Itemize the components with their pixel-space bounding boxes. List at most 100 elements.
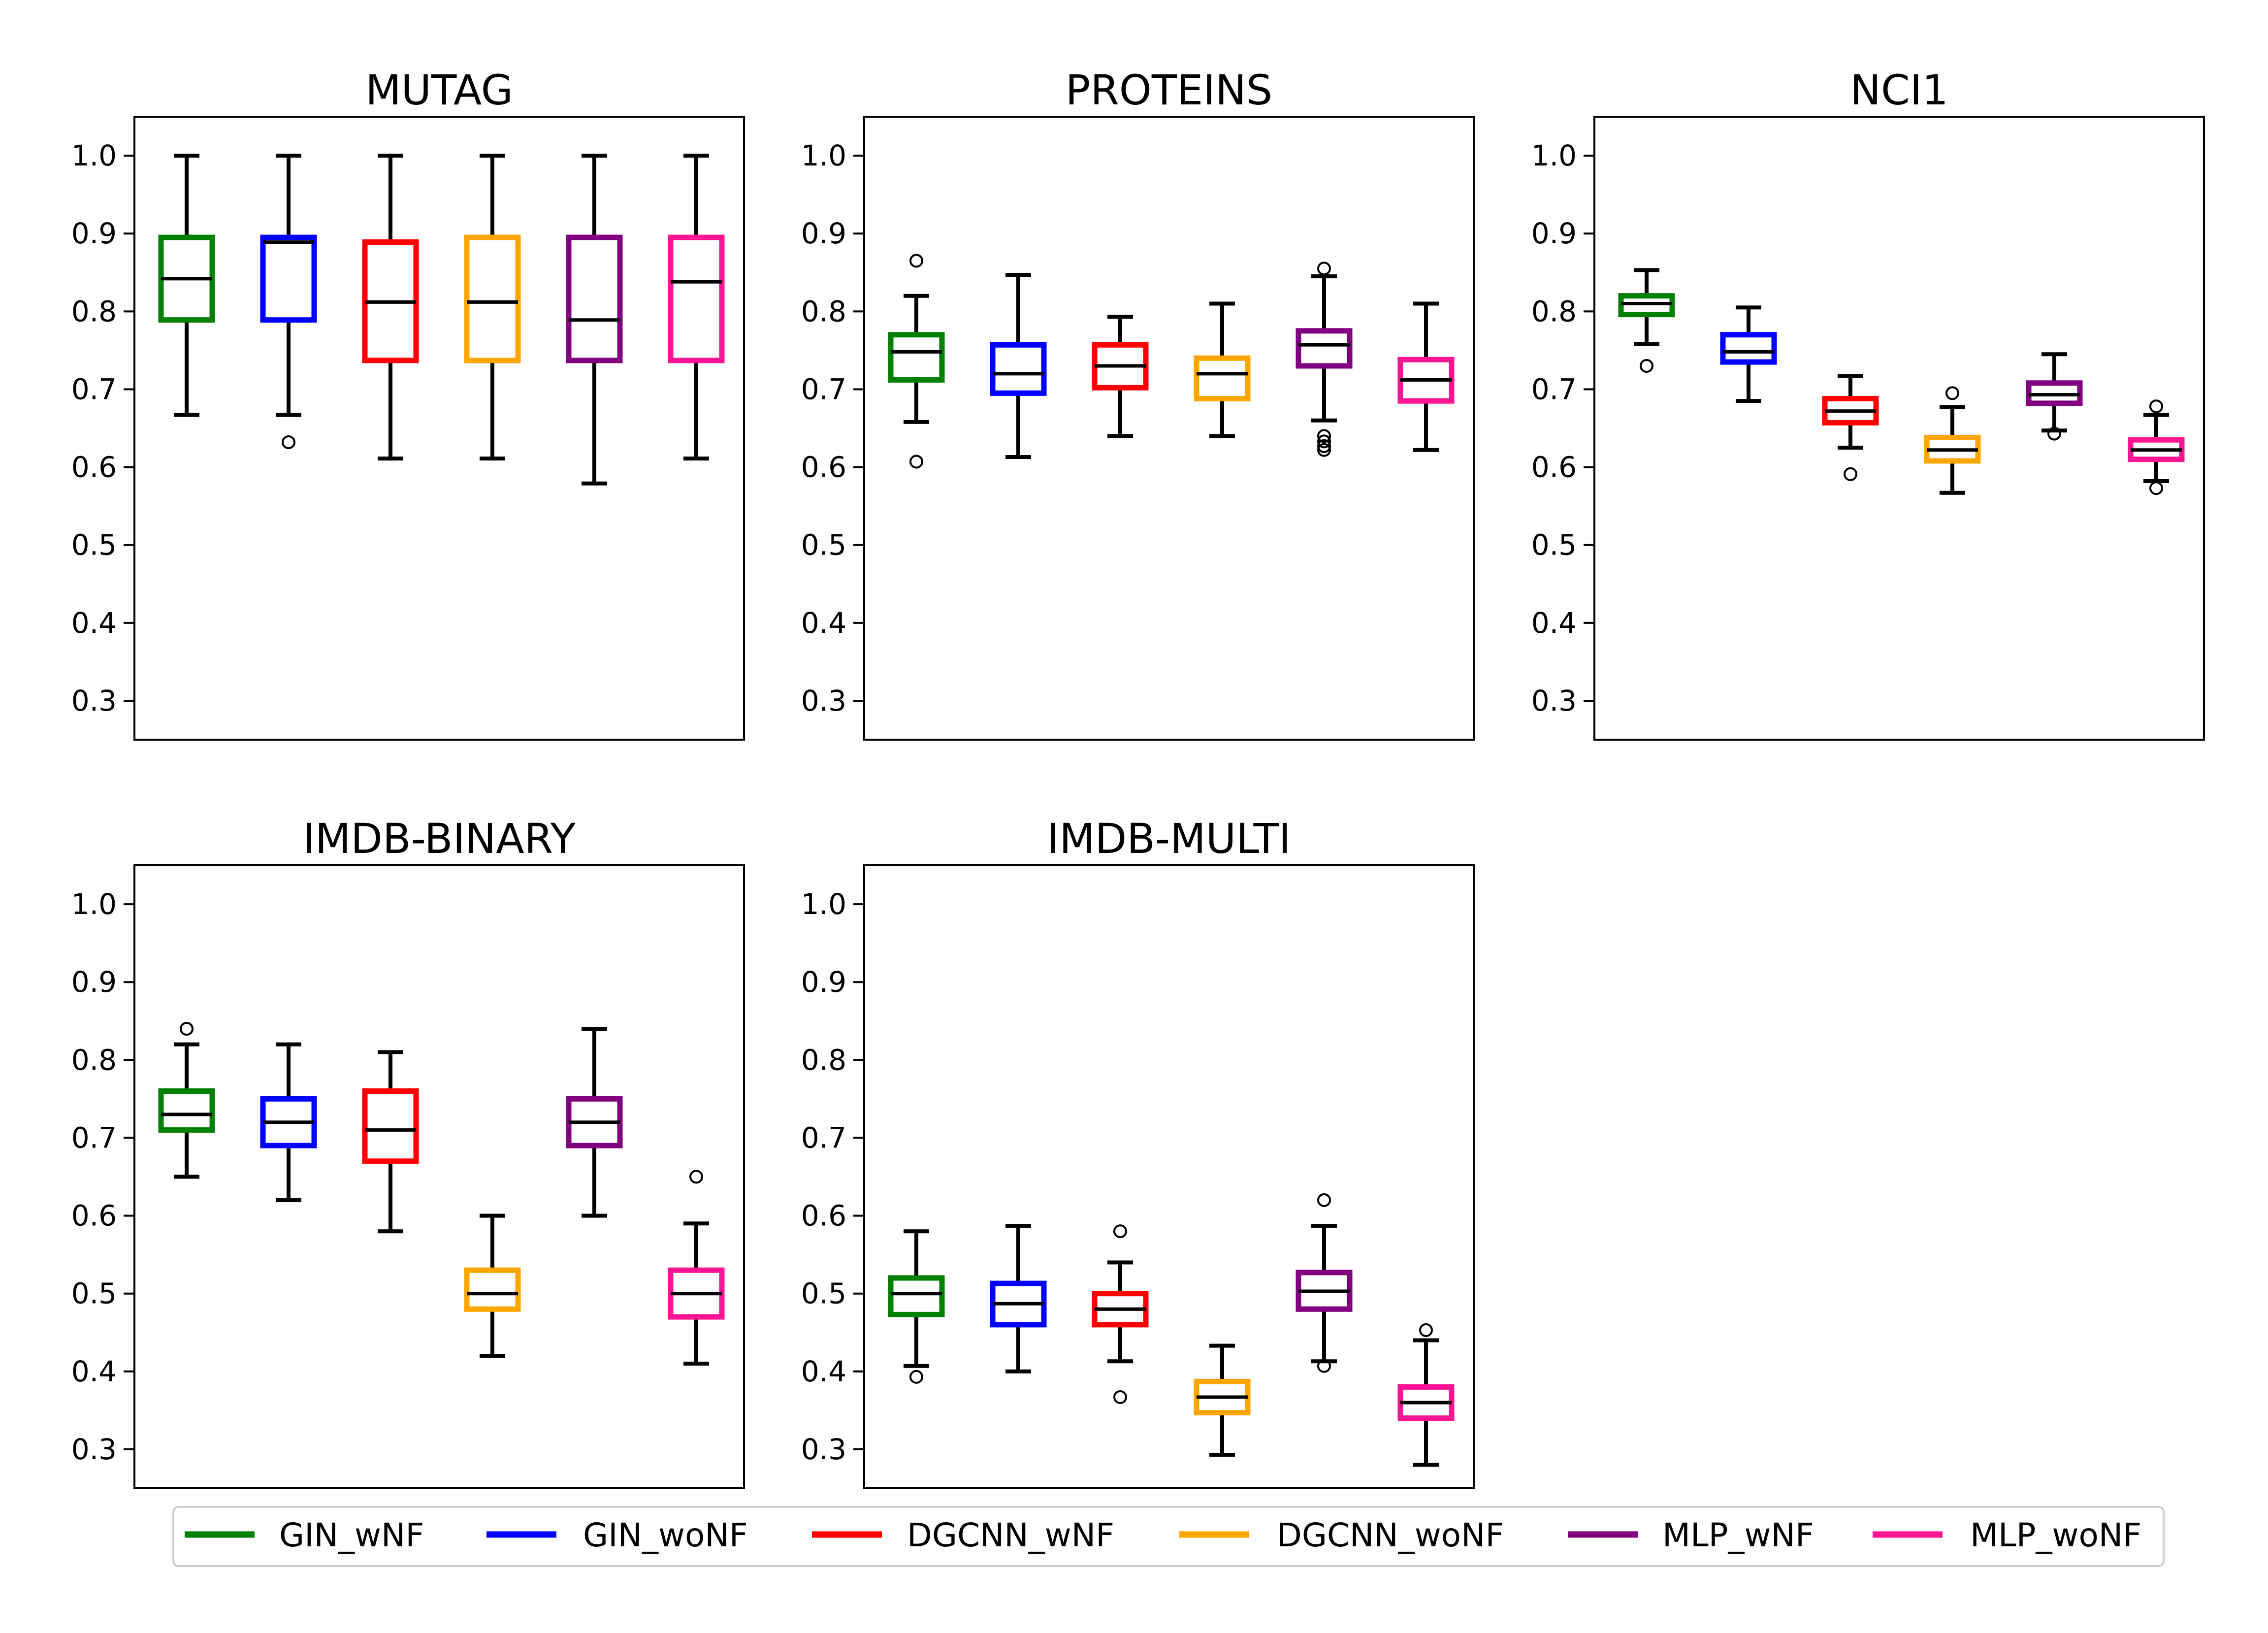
legend-item-gin-wnf: GIN_wNF: [185, 1516, 424, 1554]
legend-item-dgcnn-wnf: DGCNN_wNF: [812, 1516, 1114, 1554]
y-tick-label: 0.3: [801, 1433, 846, 1466]
box-dgcnn-wnf: [362, 1050, 419, 1234]
box-dgcnn-wonf: [1194, 301, 1251, 438]
box-mlp-wonf: [1397, 301, 1455, 452]
iqr-box: [1720, 332, 1777, 365]
y-tick-label: 0.9: [71, 965, 117, 999]
y-tick-label: 0.6: [71, 1199, 117, 1233]
y-tick-label: 1.0: [801, 139, 846, 172]
legend: GIN_wNF GIN_woNF DGCNN_wNF DGCNN_woNF MLP_wN…: [172, 1506, 2165, 1567]
y-tick-label: 0.9: [1531, 217, 1577, 250]
outlier-point: [2149, 481, 2163, 495]
y-tick-label: 0.5: [1531, 528, 1577, 562]
outlier-point: [1113, 1224, 1127, 1239]
outlier-point: [1317, 439, 1331, 453]
y-tick-label: 1.0: [71, 887, 117, 921]
box-gin-wonf: [990, 272, 1047, 459]
outlier-point: [909, 1370, 923, 1384]
legend-item-mlp-wonf: MLP_woNF: [1873, 1516, 2141, 1554]
legend-item-dgcnn-wonf: DGCNN_woNF: [1179, 1516, 1504, 1554]
y-tick-label: 1.0: [71, 139, 117, 172]
y-tick-label: 0.6: [1531, 451, 1577, 484]
y-tick-label: 0.3: [71, 684, 117, 718]
outlier-point: [1317, 1359, 1331, 1373]
outlier-point: [1317, 434, 1331, 449]
y-tick-label: 0.8: [801, 294, 846, 328]
iqr-box: [158, 1088, 215, 1133]
panel-title: MUTAG: [365, 66, 513, 114]
iqr-box: [888, 1275, 945, 1317]
iqr-box: [260, 234, 317, 323]
y-tick-label: 0.9: [801, 965, 846, 999]
box-dgcnn-wonf: [1194, 1343, 1251, 1457]
panel-title: IMDB-BINARY: [303, 815, 576, 863]
box-mlp-wonf: [1397, 1323, 1455, 1467]
y-tick-label: 0.4: [801, 1355, 846, 1388]
iqr-box: [668, 234, 725, 363]
legend-label: DGCNN_woNF: [1277, 1516, 1504, 1554]
y-tick-label: 0.9: [801, 217, 846, 250]
y-tick-label: 0.6: [71, 451, 117, 484]
y-tick-label: 0.5: [801, 528, 846, 562]
y-tick-label: 1.0: [1531, 139, 1577, 172]
box-dgcnn-wnf: [1092, 315, 1149, 438]
y-tick-label: 0.7: [1531, 372, 1577, 406]
panel-mutag: MUTAG 0.3 0.4 0.5 0.6 0.7 0.8 0.9 1.0: [71, 66, 745, 741]
box-gin-wnf: [888, 1229, 945, 1384]
box-dgcnn-wonf: [464, 1213, 521, 1358]
box-mlp-wnf: [1296, 261, 1353, 457]
panel-proteins: PROTEINS 0.3 0.4 0.5 0.6 0.7 0.8 0.9 1.0: [801, 66, 1475, 741]
panel-title: PROTEINS: [1066, 66, 1272, 114]
box-gin-wonf: [260, 154, 317, 449]
panel-imdb-multi: IMDB-MULTI 0.3 0.4 0.5 0.6 0.7 0.8 0.9 1.0: [801, 815, 1475, 1489]
y-tick-label: 0.5: [71, 528, 117, 562]
y-tick-label: 0.4: [1531, 606, 1577, 640]
plot-frame: [133, 116, 745, 741]
outlier-point: [180, 1022, 194, 1036]
outlier-point: [1640, 359, 1653, 373]
legend-label: GIN_wNF: [279, 1516, 424, 1554]
y-tick-label: 0.4: [801, 606, 846, 640]
outlier-point: [909, 254, 923, 268]
panel-imdb-binary: IMDB-BINARY 0.3 0.4 0.5 0.6 0.7 0.8 0.9 1.0: [71, 815, 745, 1489]
outlier-point: [2149, 399, 2163, 414]
iqr-box: [888, 332, 945, 383]
y-tick-label: 0.7: [801, 1121, 846, 1154]
outlier-point: [689, 1170, 703, 1184]
panel-title: IMDB-MULTI: [1047, 815, 1291, 863]
outlier-point: [1317, 443, 1331, 457]
y-tick-label: 0.3: [801, 684, 846, 718]
plot-frame: [133, 864, 745, 1489]
legend-label: MLP_woNF: [1970, 1516, 2141, 1554]
y-tick-label: 0.3: [71, 1433, 117, 1466]
legend-item-gin-wonf: GIN_woNF: [486, 1516, 748, 1554]
iqr-box: [990, 342, 1047, 396]
legend-label: MLP_wNF: [1662, 1516, 1814, 1554]
y-tick-label: 0.4: [71, 1355, 117, 1388]
box-mlp-wonf: [2128, 399, 2185, 495]
box-gin-wnf: [158, 1022, 215, 1179]
legend-label: GIN_woNF: [583, 1516, 748, 1554]
outlier-point: [1844, 467, 1857, 481]
y-tick-label: 0.8: [71, 294, 117, 328]
iqr-box: [362, 1088, 419, 1164]
y-tick-label: 0.8: [801, 1043, 846, 1077]
plot-frame: [1593, 116, 2205, 741]
outlier-point: [1945, 386, 1959, 400]
box-mlp-wnf: [566, 154, 623, 486]
box-mlp-wonf: [668, 154, 725, 461]
y-tick-label: 0.7: [801, 372, 846, 406]
box-dgcnn-wnf: [1092, 1224, 1149, 1404]
plot-frame: [863, 864, 1475, 1489]
iqr-box: [464, 1267, 521, 1312]
box-gin-wonf: [990, 1224, 1047, 1373]
legend-frame: [172, 1506, 2165, 1567]
panel-title: NCI1: [1850, 66, 1948, 114]
outlier-point: [1113, 1390, 1127, 1404]
iqr-box: [464, 234, 521, 363]
box-mlp-wnf: [2026, 352, 2083, 441]
box-gin-wonf: [260, 1042, 317, 1202]
y-tick-label: 0.3: [1531, 684, 1577, 718]
iqr-box: [1296, 328, 1353, 369]
